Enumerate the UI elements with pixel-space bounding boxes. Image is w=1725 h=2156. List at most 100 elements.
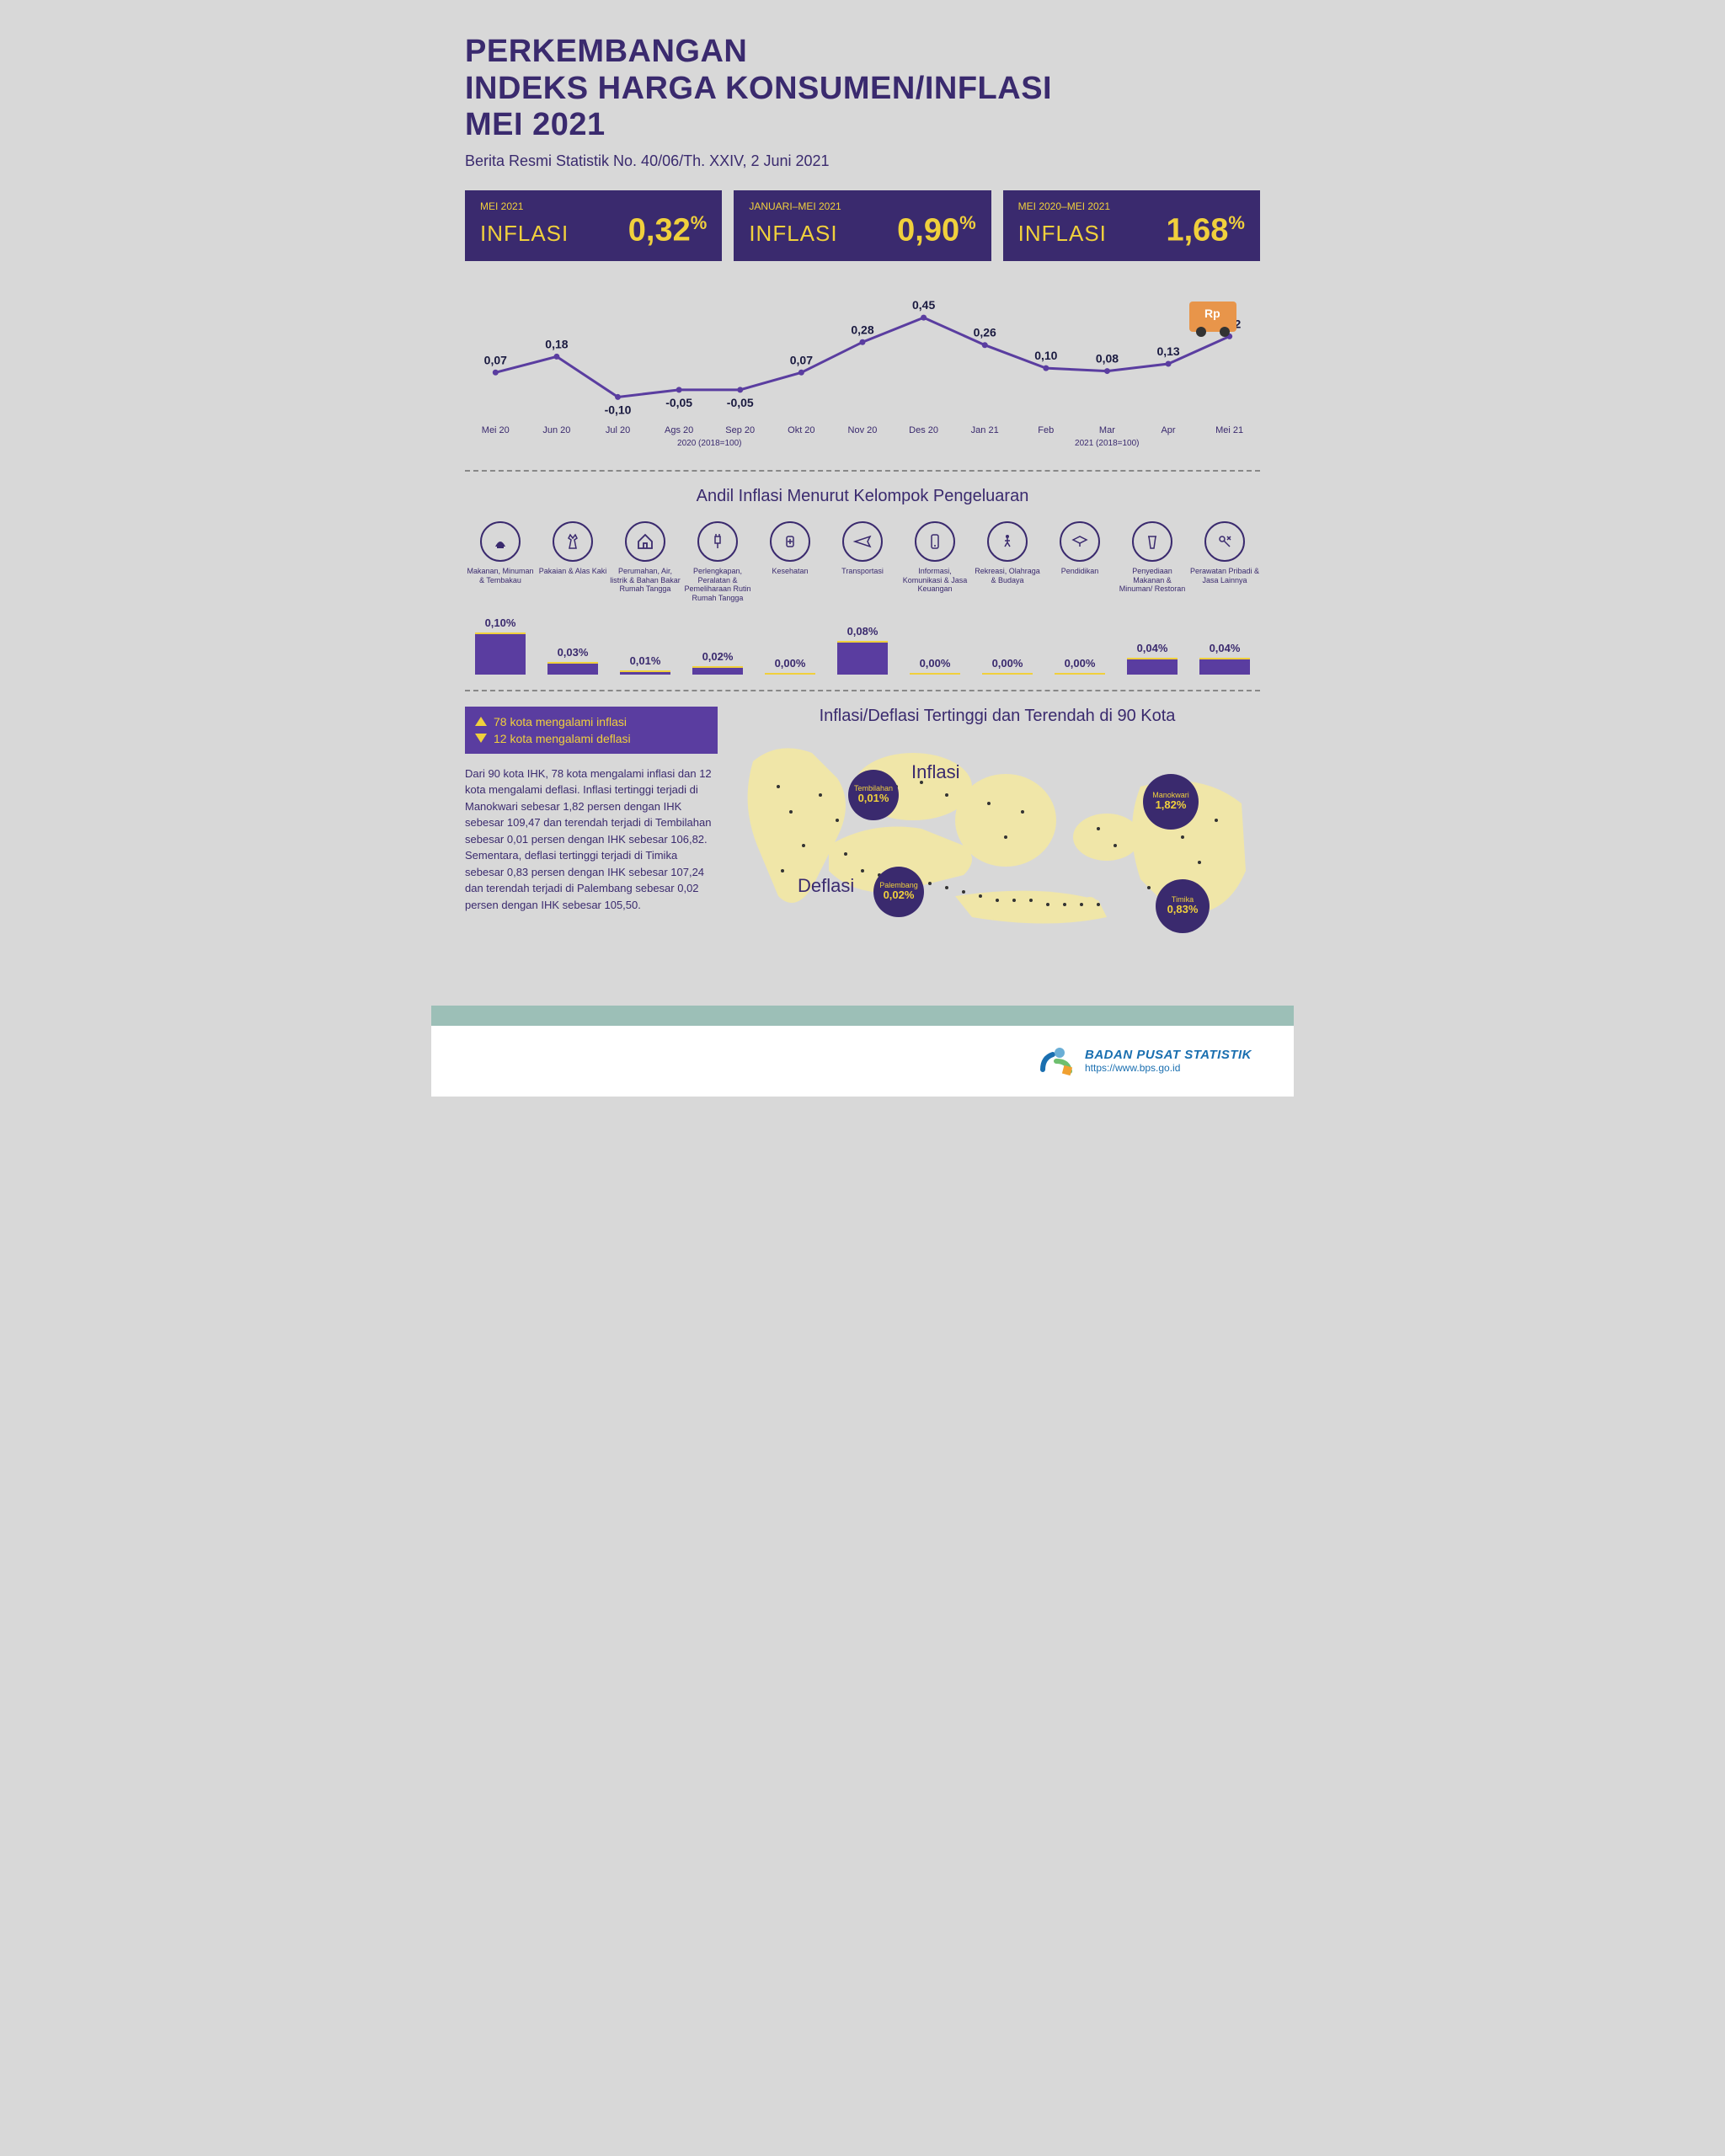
category-value: 0,04% bbox=[1117, 642, 1188, 654]
legend-inflasi-text: 78 kota mengalami inflasi bbox=[494, 715, 627, 728]
category-icons-row: Makanan, Minuman & Tembakau Pakaian & Al… bbox=[465, 521, 1260, 607]
dress-icon bbox=[553, 521, 593, 562]
svg-text:0,07: 0,07 bbox=[484, 353, 507, 366]
title-line-3: MEI 2021 bbox=[465, 107, 1260, 144]
plug-icon bbox=[697, 521, 738, 562]
month-label: Ags 20 bbox=[649, 425, 710, 435]
svg-text:0,08: 0,08 bbox=[1096, 351, 1119, 365]
care-icon bbox=[1204, 521, 1245, 562]
city-value: 0,01% bbox=[858, 792, 889, 804]
category-value: 0,00% bbox=[1044, 657, 1115, 670]
category-item: Perumahan, Air, listrik & Bahan Bakar Ru… bbox=[610, 521, 681, 607]
stat-period: JANUARI–MEI 2021 bbox=[749, 200, 975, 212]
category-bar bbox=[475, 632, 526, 675]
truck-icon bbox=[1189, 302, 1236, 332]
category-item: Transportasi bbox=[827, 521, 898, 607]
title-line-1: PERKEMBANGAN bbox=[465, 34, 1260, 71]
stat-label: INFLASI bbox=[480, 221, 569, 247]
category-bar-col: 0,04% bbox=[1117, 642, 1188, 675]
categories-title: Andil Inflasi Menurut Kelompok Pengeluar… bbox=[465, 487, 1260, 506]
category-bar bbox=[837, 641, 888, 675]
category-label: Perumahan, Air, listrik & Bahan Bakar Ru… bbox=[610, 567, 681, 607]
year-label-2021: 2021 (2018=100) bbox=[954, 439, 1260, 448]
city-value: 0,83% bbox=[1167, 904, 1199, 915]
footer-text: BADAN PUSAT STATISTIK https://www.bps.go… bbox=[1085, 1048, 1252, 1074]
year-label-2020: 2020 (2018=100) bbox=[465, 439, 954, 448]
category-item: Informasi, Komunikasi & Jasa Keuangan bbox=[900, 521, 970, 607]
legend-inflasi: 78 kota mengalami inflasi bbox=[475, 713, 708, 730]
category-item: Makanan, Minuman & Tembakau bbox=[465, 521, 536, 607]
svg-text:0,13: 0,13 bbox=[1156, 344, 1179, 358]
category-item: Perawatan Pribadi & Jasa Lainnya bbox=[1189, 521, 1260, 607]
line-chart-svg: 0,070,18-0,10-0,05-0,050,070,280,450,260… bbox=[465, 286, 1260, 421]
stat-boxes: MEI 2021 INFLASI 0,32% JANUARI–MEI 2021 … bbox=[465, 190, 1260, 261]
legend-box: 78 kota mengalami inflasi 12 kota mengal… bbox=[465, 707, 718, 754]
category-bar bbox=[765, 673, 815, 675]
category-value: 0,00% bbox=[900, 657, 970, 670]
month-label: Jan 21 bbox=[954, 425, 1016, 435]
legend-deflasi: 12 kota mengalami deflasi bbox=[475, 730, 708, 747]
map-label-deflasi: Deflasi bbox=[798, 875, 854, 897]
category-bar-col: 0,00% bbox=[755, 657, 825, 675]
edu-icon bbox=[1060, 521, 1100, 562]
svg-text:0,45: 0,45 bbox=[912, 298, 935, 312]
svg-text:0,07: 0,07 bbox=[790, 353, 813, 366]
title-line-2: INDEKS HARGA KONSUMEN/INFLASI bbox=[465, 71, 1260, 108]
category-bar-col: 0,00% bbox=[900, 657, 970, 675]
legend-deflasi-text: 12 kota mengalami deflasi bbox=[494, 732, 631, 745]
category-label: Transportasi bbox=[827, 567, 898, 607]
category-label: Penyediaan Makanan & Minuman/ Restoran bbox=[1117, 567, 1188, 607]
month-label: Feb bbox=[1015, 425, 1076, 435]
stat-label: INFLASI bbox=[1018, 221, 1107, 247]
svg-text:0,10: 0,10 bbox=[1034, 349, 1057, 362]
line-chart-x-labels: Mei 20Jun 20Jul 20Ags 20Sep 20Okt 20Nov … bbox=[465, 425, 1260, 435]
category-bar-col: 0,04% bbox=[1189, 642, 1260, 675]
drink-icon bbox=[1132, 521, 1172, 562]
indonesia-map: Inflasi Deflasi Tembilahan 0,01% Manokwa… bbox=[734, 736, 1260, 972]
category-bar bbox=[547, 662, 598, 675]
stat-box: MEI 2021 INFLASI 0,32% bbox=[465, 190, 722, 261]
summary-paragraph: Dari 90 kota IHK, 78 kota mengalami infl… bbox=[465, 766, 718, 914]
svg-text:-0,10: -0,10 bbox=[605, 403, 632, 416]
city-value: 1,82% bbox=[1156, 799, 1187, 811]
category-value: 0,02% bbox=[682, 650, 753, 663]
footer-org: BADAN PUSAT STATISTIK bbox=[1085, 1048, 1252, 1062]
stat-value: 0,90% bbox=[897, 212, 976, 249]
phone-icon bbox=[915, 521, 955, 562]
city-pin-palembang: Palembang 0,02% bbox=[873, 867, 924, 917]
category-value: 0,03% bbox=[537, 646, 608, 659]
category-value: 0,01% bbox=[610, 654, 681, 667]
stat-period: MEI 2020–MEI 2021 bbox=[1018, 200, 1245, 212]
month-label: Mar bbox=[1076, 425, 1138, 435]
category-bar bbox=[1055, 673, 1105, 675]
footer-strip bbox=[431, 1006, 1294, 1026]
category-value: 0,04% bbox=[1189, 642, 1260, 654]
subtitle: Berita Resmi Statistik No. 40/06/Th. XXI… bbox=[465, 152, 1260, 170]
stat-label: INFLASI bbox=[749, 221, 837, 247]
footer: BADAN PUSAT STATISTIK https://www.bps.go… bbox=[431, 1026, 1294, 1097]
category-bar bbox=[620, 670, 670, 675]
month-label: Des 20 bbox=[893, 425, 954, 435]
category-bar bbox=[692, 666, 743, 675]
category-bar-col: 0,00% bbox=[972, 657, 1043, 675]
svg-text:-0,05: -0,05 bbox=[727, 396, 754, 409]
divider bbox=[465, 470, 1260, 472]
stat-value: 0,32% bbox=[628, 212, 708, 249]
category-item: Rekreasi, Olahraga & Budaya bbox=[972, 521, 1043, 607]
bps-logo-icon bbox=[1038, 1043, 1075, 1080]
category-bar bbox=[982, 673, 1033, 675]
city-value: 0,02% bbox=[884, 889, 915, 901]
category-item: Kesehatan bbox=[755, 521, 825, 607]
svg-text:-0,05: -0,05 bbox=[665, 396, 692, 409]
category-value: 0,10% bbox=[465, 616, 536, 629]
map-svg bbox=[734, 736, 1260, 972]
category-bar-col: 0,01% bbox=[610, 654, 681, 675]
category-bar-col: 0,02% bbox=[682, 650, 753, 675]
category-bar-col: 0,03% bbox=[537, 646, 608, 675]
category-bar-col: 0,10% bbox=[465, 616, 536, 675]
map-label-inflasi: Inflasi bbox=[911, 761, 959, 783]
category-label: Makanan, Minuman & Tembakau bbox=[465, 567, 536, 607]
footer-url: https://www.bps.go.id bbox=[1085, 1062, 1252, 1074]
month-label: Mei 20 bbox=[465, 425, 526, 435]
city-pin-manokwari: Manokwari 1,82% bbox=[1143, 774, 1199, 830]
